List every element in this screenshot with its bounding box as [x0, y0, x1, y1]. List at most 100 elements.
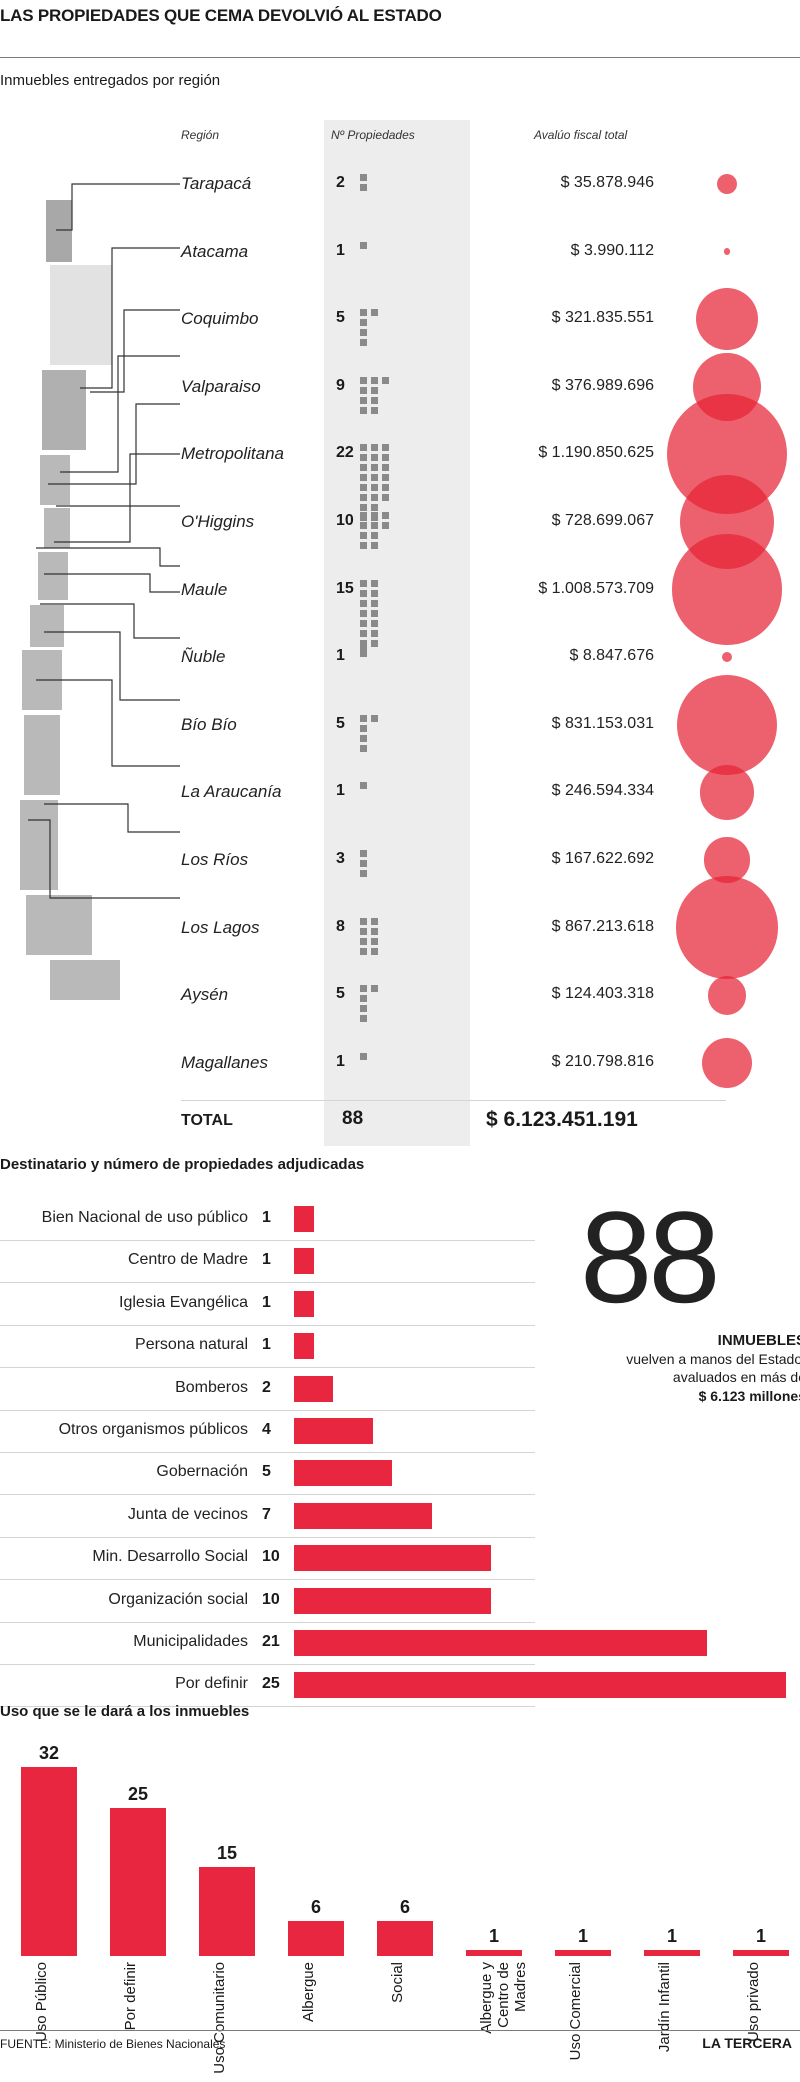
row-separator — [0, 1536, 535, 1538]
recipient-bar — [294, 1587, 491, 1614]
count-square — [360, 782, 367, 790]
region-name: Tarapacá — [181, 174, 252, 193]
value-bubble — [701, 1037, 753, 1089]
count-square — [360, 927, 367, 935]
count-square — [360, 724, 367, 732]
value-bubble — [723, 248, 731, 256]
bar-category-label: Otros organismos públicos — [58, 1421, 248, 1438]
count-square — [360, 184, 367, 191]
bar-category-label: Organización social — [108, 1590, 248, 1608]
total-value: $ 6.123.451.191 — [486, 1108, 638, 1131]
region-name: O'Higgins — [181, 512, 255, 531]
count-square — [360, 947, 367, 955]
count-squares — [360, 850, 440, 910]
info-line3: avaluados en más de — [672, 1369, 800, 1385]
count-square — [360, 532, 367, 539]
row-separator — [0, 1664, 535, 1665]
count-square — [360, 870, 367, 877]
recipient-bar — [294, 1460, 393, 1487]
count-square — [371, 522, 378, 529]
count-square — [360, 484, 367, 492]
count-square — [371, 639, 378, 647]
count-square — [360, 860, 367, 867]
use-bar-label: Uso Comunitario — [211, 1962, 228, 2074]
row-separator — [0, 1409, 535, 1411]
use-bar-value: 6 — [399, 1896, 410, 1917]
count-square — [360, 444, 367, 452]
value-bubble — [716, 173, 738, 195]
count-squares — [360, 174, 440, 234]
count-square — [371, 589, 378, 597]
recipient-bar — [294, 1418, 373, 1444]
count-square — [371, 406, 378, 414]
use-bar-label: Albergue — [300, 1962, 317, 2023]
bar-value-label: 25 — [262, 1675, 280, 1693]
count-square — [371, 714, 378, 722]
region-count: 5 — [336, 309, 345, 327]
count-square — [360, 714, 367, 722]
region-name: Atacama — [181, 241, 249, 261]
count-square — [360, 995, 367, 1003]
region-value: $ 831.153.031 — [551, 714, 654, 732]
row-separator — [0, 1240, 535, 1241]
count-square — [371, 937, 378, 945]
count-square — [360, 386, 367, 394]
bar-value-label: 1 — [262, 1209, 271, 1226]
count-square — [371, 579, 378, 587]
region-leader-lines — [28, 183, 180, 899]
count-square — [371, 396, 378, 404]
region-value: $ 3.990.112 — [570, 241, 654, 259]
region-name: Coquimbo — [181, 309, 259, 329]
value-bubble — [695, 288, 759, 351]
value-bubble — [721, 652, 733, 663]
use-bar — [199, 1867, 255, 1956]
title-divider — [0, 57, 800, 58]
count-square — [360, 309, 367, 317]
use-bar-value: 1 — [755, 1926, 766, 1946]
count-square — [371, 532, 378, 539]
bar-category-label: Municipalidades — [133, 1633, 248, 1650]
count-square — [360, 589, 367, 597]
bar-category-label: Bomberos — [175, 1378, 248, 1396]
count-square — [382, 484, 389, 492]
recipient-bar — [294, 1333, 314, 1360]
count-square — [360, 647, 367, 655]
value-bubble — [676, 674, 778, 775]
region-value: $ 8.847.676 — [569, 647, 654, 665]
bar-value-label: 1 — [262, 1251, 271, 1269]
count-square — [371, 609, 378, 617]
count-square — [371, 985, 378, 993]
count-square — [360, 599, 367, 607]
row-separator — [0, 1324, 535, 1326]
recipient-bar — [294, 1672, 786, 1699]
count-square — [371, 917, 378, 925]
region-count: 1 — [336, 1052, 345, 1070]
count-square — [371, 444, 378, 452]
bar-category-label: Iglesia Evangélica — [119, 1293, 248, 1311]
region-count: 1 — [336, 241, 345, 259]
region-count: 3 — [336, 850, 345, 867]
count-squares — [360, 241, 440, 302]
region-value: $ 1.008.573.709 — [538, 579, 654, 597]
count-square — [360, 474, 367, 482]
info-line4: $ 6.123 millones — [698, 1388, 800, 1404]
use-bar — [466, 1950, 522, 1956]
count-square — [360, 376, 367, 384]
recipient-bar — [294, 1502, 432, 1529]
region-name: Bío Bío — [181, 714, 237, 734]
row-separator — [0, 1621, 535, 1623]
use-bar — [555, 1950, 611, 1956]
use-bar-label: Por definir — [122, 1962, 139, 2031]
count-squares — [360, 444, 440, 522]
count-squares — [360, 376, 440, 437]
count-square — [360, 609, 367, 617]
bar-category-label: Gobernación — [156, 1463, 248, 1481]
recipient-bar — [294, 1290, 314, 1317]
region-name: Magallanes — [181, 1052, 268, 1072]
region-count: 1 — [336, 647, 345, 665]
count-square — [382, 464, 389, 472]
region-value: $ 167.622.692 — [551, 850, 654, 867]
use-bar-label: Jardín Infantil — [656, 1962, 673, 2053]
bar-category-label: Junta de vecinos — [127, 1505, 248, 1523]
use-bar-value: 1 — [577, 1926, 588, 1946]
